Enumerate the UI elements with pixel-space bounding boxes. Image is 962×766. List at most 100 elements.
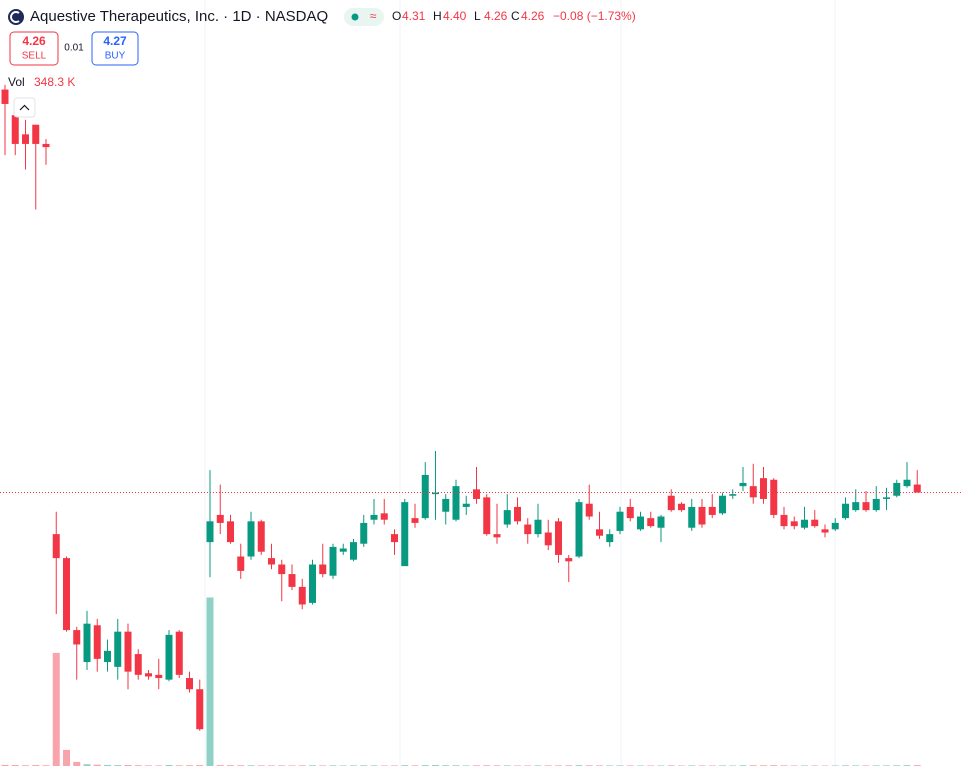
candle-body [350, 542, 357, 560]
candle-body [524, 524, 532, 535]
candle-body [298, 586, 306, 605]
buy-button[interactable] [91, 31, 139, 66]
volume-label: Vol [8, 75, 25, 89]
candle-body [831, 522, 839, 530]
candle-body [186, 678, 193, 690]
candle-body [196, 689, 204, 730]
status-icon: ≈ [370, 9, 377, 23]
status-dot [351, 13, 359, 21]
candle-body [421, 474, 429, 519]
ohlc-legend: O 4.31 H 4.40 L 4.26 C 4.26 −0.08 (−1.73%) [392, 9, 636, 23]
candle-body [165, 634, 173, 680]
candle-body [257, 521, 265, 552]
candle-body [729, 494, 737, 496]
ohlc-value: 4.31 [402, 9, 426, 23]
candle-body [134, 654, 142, 675]
candle-body [883, 497, 890, 499]
volume-bar [52, 652, 60, 766]
sell-price: 4.26 [22, 34, 46, 48]
candle-body [104, 650, 111, 663]
plot [0, 84, 962, 766]
volume-bar [73, 761, 81, 766]
candle-body [83, 623, 91, 663]
candle-body [216, 514, 224, 523]
candle-body [32, 124, 40, 144]
change: −0.08 (−1.73%) [553, 9, 636, 23]
buy-label: BUY [105, 51, 126, 62]
ohlc-value: 4.26 [521, 9, 545, 23]
candle-body [227, 521, 234, 543]
candle-body [391, 534, 398, 543]
candle-body [626, 506, 634, 519]
candle-body [319, 564, 327, 575]
candle-body [462, 503, 470, 507]
volume-bar [93, 764, 101, 766]
sell-label: SELL [22, 51, 47, 62]
candle-body [442, 498, 450, 512]
candle-body [93, 625, 101, 659]
candle-body [862, 502, 870, 511]
ohlc-key: L [474, 9, 481, 23]
sell-button[interactable] [9, 31, 59, 66]
candle-body [893, 482, 901, 496]
candle-body [913, 484, 921, 493]
candle-body [452, 486, 460, 520]
candle-body [770, 479, 778, 515]
candle-body [842, 503, 849, 519]
candle-body [278, 564, 286, 575]
candle-body [637, 516, 644, 530]
candle-body [534, 519, 542, 535]
candle-body [370, 514, 378, 520]
candle-body [52, 534, 60, 559]
candle-body [288, 574, 296, 587]
header: Aquestive Therapeutics, Inc. · 1D · NASD… [8, 8, 636, 118]
volume-bar [1, 764, 9, 766]
collapse-icon [19, 104, 30, 111]
candle-body [73, 630, 81, 645]
candle-body [667, 495, 675, 511]
candle-body [339, 548, 347, 552]
candle-body [380, 513, 388, 520]
candle-body [206, 521, 214, 543]
status-pill[interactable] [344, 8, 384, 26]
candle-body [1, 89, 9, 104]
candle-body [903, 479, 911, 487]
candle-body [309, 564, 316, 603]
candle-body [708, 506, 716, 515]
candle-body [739, 482, 747, 487]
candle-body [678, 503, 685, 511]
candle-body [647, 518, 655, 527]
ohlc-key: O [392, 9, 401, 23]
candle-body [360, 522, 368, 544]
candle-body [698, 506, 706, 525]
candle-body [155, 674, 163, 679]
ohlc-value: 4.40 [443, 9, 467, 23]
candle-body [565, 558, 573, 562]
candle-body [42, 143, 50, 148]
ohlc-key: H [433, 9, 442, 23]
candle-body [575, 502, 583, 557]
candle-body [483, 497, 491, 535]
spread: 0.01 [64, 43, 84, 54]
candle-body [657, 516, 665, 528]
candle-body [719, 495, 726, 514]
candle-body [872, 498, 880, 511]
symbol-title: Aquestive Therapeutics, Inc. · 1D · NASD… [30, 8, 328, 25]
candle-body [401, 502, 409, 567]
candle-body [606, 534, 614, 543]
volume-bar [83, 764, 91, 766]
candle-body [585, 503, 593, 517]
candle-body [596, 529, 603, 536]
candle-body [175, 631, 183, 675]
candle-body [247, 521, 255, 557]
candle-body [493, 534, 501, 538]
volume-bars [1, 597, 921, 766]
candle-body [503, 510, 511, 525]
buy-price: 4.27 [103, 34, 127, 48]
collapse-button[interactable] [13, 97, 36, 118]
candle-body [411, 518, 419, 523]
candle-body [790, 521, 798, 527]
volume-value: 348.3 K [34, 75, 75, 89]
candle-body [63, 558, 70, 631]
